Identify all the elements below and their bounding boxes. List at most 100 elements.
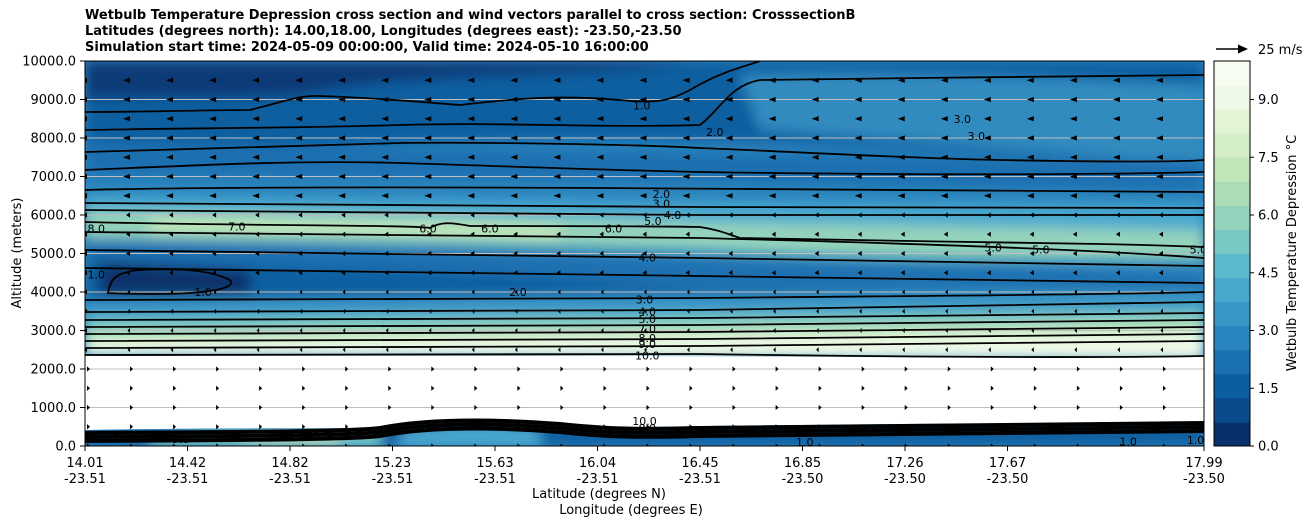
wind-vector xyxy=(1069,77,1077,83)
wind-vector xyxy=(302,366,306,372)
quiver-key: 25 m/s xyxy=(1216,43,1303,58)
wind-vector xyxy=(728,231,733,237)
wind-vector xyxy=(859,327,862,334)
chart-title-line-1: Wetbulb Temperature Depression cross sec… xyxy=(85,8,856,23)
wind-vector xyxy=(902,327,905,334)
wind-vector xyxy=(514,347,518,353)
wind-vector xyxy=(1031,347,1034,353)
contour-label: 5.0 xyxy=(639,313,657,326)
wind-vector xyxy=(1158,231,1163,237)
wind-vector xyxy=(130,385,134,391)
contour-label: 8.0 xyxy=(639,332,657,345)
wind-vector xyxy=(295,135,303,141)
wind-vector xyxy=(126,270,131,276)
wind-vector xyxy=(467,77,475,83)
wind-vector xyxy=(471,347,475,353)
wind-vector xyxy=(255,250,260,257)
wind-vector xyxy=(682,154,690,160)
contour-label: 9.0 xyxy=(639,338,657,351)
contour-label: 6.0 xyxy=(287,430,305,443)
colorbar-tick-label: 0.0 xyxy=(1258,440,1279,455)
wind-vector xyxy=(514,308,518,314)
wind-vector xyxy=(424,193,432,199)
x-tick-label-lon: -23.51 xyxy=(474,472,516,487)
wind-vector xyxy=(768,77,776,83)
wind-vector xyxy=(212,250,217,257)
contour-label: 6.0 xyxy=(481,222,499,235)
wind-vector xyxy=(209,135,217,141)
colorbar-segment xyxy=(1214,133,1250,158)
wind-vector xyxy=(255,231,260,237)
contour-label: 4.0 xyxy=(639,251,657,264)
wind-vector xyxy=(302,385,306,391)
wind-vector xyxy=(983,116,991,122)
wind-vector xyxy=(209,77,217,83)
wind-vector xyxy=(85,77,87,83)
wind-vector xyxy=(988,347,991,353)
wind-vector xyxy=(689,443,693,446)
wind-vector xyxy=(897,173,905,180)
wind-vector xyxy=(730,327,733,334)
wind-vector xyxy=(859,289,862,295)
wind-vector xyxy=(940,154,948,160)
x-tick-label-lon: -23.51 xyxy=(577,472,619,487)
wind-vector xyxy=(1029,212,1034,218)
wind-vector xyxy=(947,443,951,446)
wind-vector xyxy=(1026,135,1034,141)
wind-vector xyxy=(861,424,865,430)
wind-vector xyxy=(431,385,435,391)
contour-label: 2.0 xyxy=(653,188,671,201)
wind-vector xyxy=(986,212,991,218)
wind-vector xyxy=(644,308,647,314)
wind-vector xyxy=(259,443,263,446)
wind-vector xyxy=(85,154,87,160)
contour-labels: 1.02.03.04.05.04.03.04.05.07.08.09.010.0… xyxy=(87,99,1208,446)
wind-vector xyxy=(1069,135,1077,141)
wind-vector xyxy=(342,308,346,314)
wind-vector xyxy=(513,270,518,276)
wind-vector xyxy=(510,193,518,199)
colorbar-segment xyxy=(1214,181,1250,206)
wind-vector xyxy=(1117,289,1120,295)
wind-vector xyxy=(556,231,561,237)
wind-vector xyxy=(596,135,604,141)
quiver-key-arrowhead xyxy=(1238,44,1248,54)
wind-vector xyxy=(385,289,389,295)
wind-vector xyxy=(947,404,951,411)
wind-vector xyxy=(338,154,346,160)
wind-vector xyxy=(775,443,779,446)
contour-label: 2.0 xyxy=(509,286,527,299)
x-tick-label-lon: -23.50 xyxy=(1183,472,1225,487)
wind-vector xyxy=(388,443,392,446)
wind-vector xyxy=(685,231,690,237)
wind-vector xyxy=(1155,173,1163,180)
wind-vector xyxy=(687,327,690,334)
wind-vector xyxy=(384,250,389,257)
x-tick-label-lat: 15.23 xyxy=(374,456,411,471)
wind-vector xyxy=(209,154,217,160)
wind-vector xyxy=(725,116,733,122)
wind-vector xyxy=(596,154,604,160)
wind-vector xyxy=(897,116,905,122)
wind-vector xyxy=(943,270,948,276)
contour-label: 5.0 xyxy=(1190,244,1208,257)
wind-vector xyxy=(557,308,561,314)
wind-vector xyxy=(854,193,862,199)
wind-vector xyxy=(553,116,561,122)
wind-vector xyxy=(773,289,776,295)
wind-vector xyxy=(252,173,260,180)
wind-vector xyxy=(1112,193,1120,199)
wind-vector xyxy=(123,154,131,160)
x-tick-label-lat: 14.01 xyxy=(66,456,103,471)
wind-vector xyxy=(173,385,177,391)
wind-vector xyxy=(381,173,389,180)
wind-vector xyxy=(123,96,131,103)
y-tick-label: 10000.0 xyxy=(22,55,76,70)
wind-vector xyxy=(302,443,306,446)
wind-vector xyxy=(1160,308,1163,314)
wind-vector xyxy=(1033,385,1037,391)
quiver-key-label: 25 m/s xyxy=(1258,43,1303,58)
wind-vector xyxy=(644,327,647,334)
wind-vector xyxy=(1158,250,1163,257)
wind-vector xyxy=(1112,116,1120,122)
